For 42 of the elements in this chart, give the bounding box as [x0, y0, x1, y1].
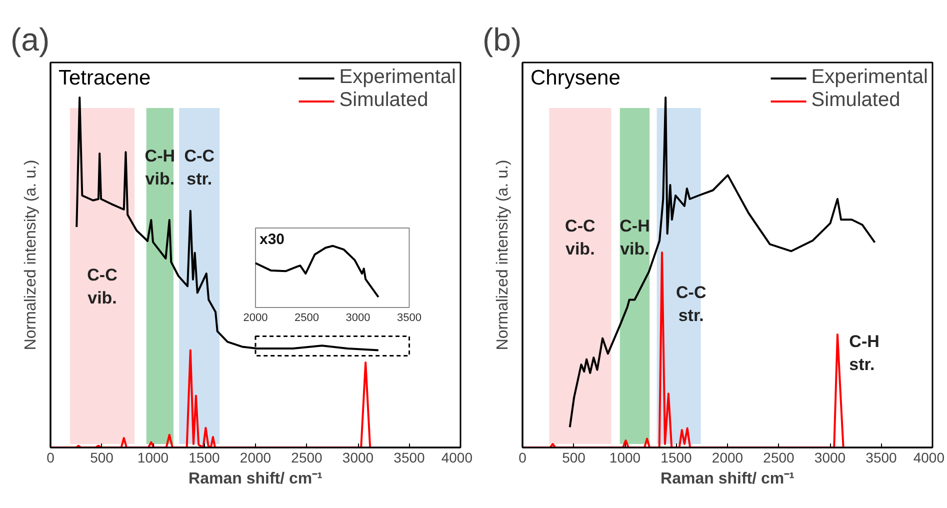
x-axis-title: Raman shift/ cm⁻¹	[188, 470, 322, 488]
text: Tetracene	[58, 66, 151, 90]
x-tick-label: 3000	[814, 450, 846, 466]
x-tick-label: 4000	[441, 450, 473, 466]
x-tick-label: 2000	[240, 450, 272, 466]
x-tick-label: 500	[90, 450, 114, 466]
x-tick-label: 2500	[291, 450, 323, 466]
band-label: C-C vib.	[87, 266, 118, 308]
x-tick-label: 3500	[866, 450, 898, 466]
band-label: C-C str.	[184, 146, 214, 188]
x-tick-label: 3500	[397, 312, 422, 324]
band-label: C-H vib.	[144, 146, 176, 188]
x-tick-label: 2500	[763, 450, 795, 466]
x-tick-label: 500	[562, 450, 586, 466]
x-tick-label: 1000	[609, 450, 641, 466]
annotation: C-H str.	[849, 332, 880, 374]
chart-title: (a)	[10, 22, 50, 58]
legend-label: Simulated	[811, 89, 900, 112]
annotation: x30	[260, 231, 285, 248]
x-tick-label: 4000	[913, 450, 945, 466]
chart-title: (b)	[482, 22, 522, 58]
band-label: C-C vib.	[565, 216, 596, 258]
x-tick-label: 1500	[188, 450, 220, 466]
y-axis-title: Normalized intensity (a. u.)	[494, 160, 512, 350]
x-tick-label: 2000	[243, 312, 268, 324]
x-tick-label: 3500	[394, 450, 426, 466]
band-label: C-H vib.	[620, 216, 650, 258]
legend-label: Experimental	[811, 66, 928, 89]
x-tick-label: 3000	[346, 312, 370, 324]
x-tick-label: 2500	[294, 312, 319, 324]
x-tick-label: 3000	[342, 450, 374, 466]
x-tick-label: 1000	[137, 450, 169, 466]
x-axis-title: Raman shift/ cm⁻¹	[660, 470, 794, 488]
x-tick-label: 0	[518, 450, 527, 466]
x-tick-label: 0	[46, 450, 55, 466]
text: Chrysene	[530, 66, 620, 90]
legend-label: Simulated	[339, 89, 428, 112]
band-label: C-C str.	[676, 283, 706, 325]
x-tick-label: 1500	[660, 450, 692, 466]
y-axis-title: Normalized intensity (a. u.)	[22, 160, 40, 350]
x-tick-label: 2000	[712, 450, 744, 466]
legend-label: Experimental	[339, 66, 456, 89]
